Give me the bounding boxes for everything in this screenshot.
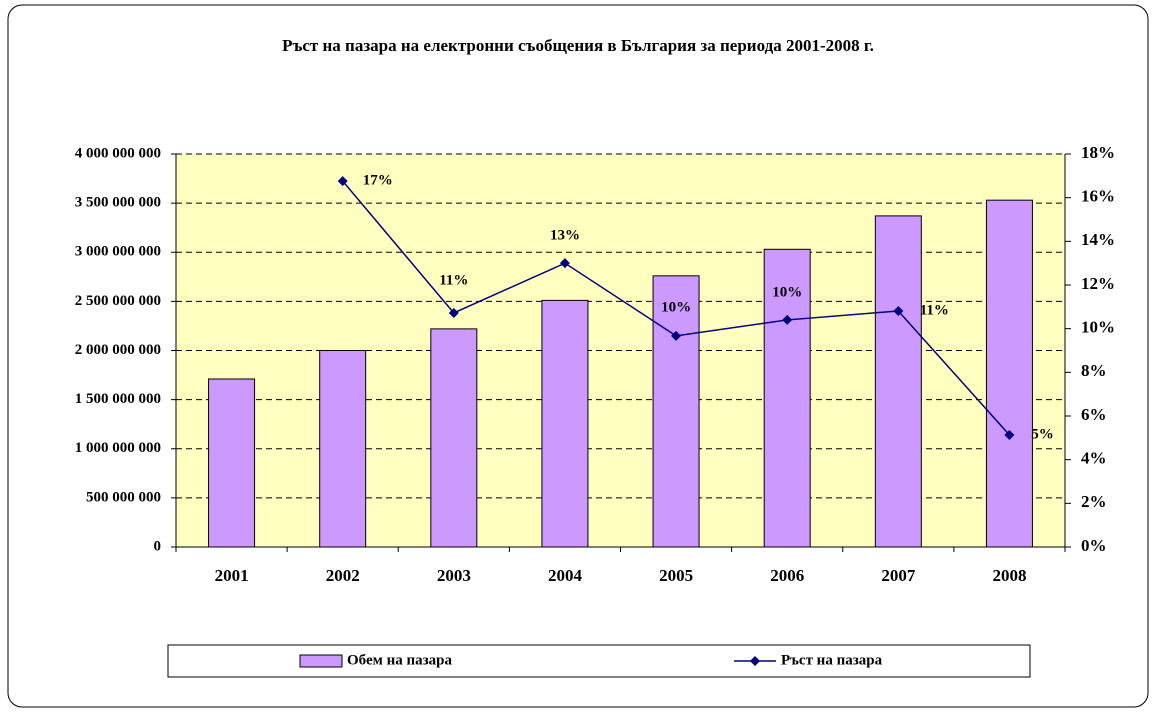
y-tick-label: 1 500 000 000 — [75, 391, 161, 407]
bar — [208, 378, 256, 548]
bar — [430, 328, 478, 548]
x-tick-label: 2003 — [437, 566, 471, 585]
data-label: 11% — [920, 302, 949, 318]
legend-marker — [750, 656, 760, 666]
chart-title: Ръст на пазара на електронни съобщения в… — [282, 36, 874, 55]
y-tick-label: 2 000 000 000 — [75, 342, 161, 358]
y2-tick-label: 4% — [1081, 449, 1107, 468]
bar — [541, 299, 589, 548]
line-marker — [1004, 429, 1015, 440]
data-label: 5% — [1031, 426, 1054, 442]
y2-tick-label: 8% — [1081, 361, 1107, 380]
bar — [874, 215, 922, 548]
legend-label: Обем на пазара — [347, 652, 453, 668]
x-tick-label: 2006 — [770, 566, 804, 585]
legend-swatch — [299, 654, 343, 668]
x-tick-label: 2005 — [659, 566, 693, 585]
data-label: 11% — [439, 272, 468, 288]
x-tick-label: 2008 — [992, 566, 1026, 585]
bar — [652, 275, 700, 548]
x-tick-label: 2001 — [215, 566, 249, 585]
line-marker — [448, 307, 459, 318]
y2-tick-label: 10% — [1081, 318, 1115, 337]
line-marker — [559, 258, 570, 269]
y-tick-label: 0 — [154, 538, 162, 554]
y2-tick-label: 16% — [1081, 187, 1115, 206]
line-marker — [337, 176, 348, 187]
x-tick-label: 2007 — [881, 566, 916, 585]
line-marker — [782, 314, 793, 325]
y-tick-label: 2 500 000 000 — [75, 293, 161, 309]
y-tick-label: 1 000 000 000 — [75, 440, 161, 456]
y2-tick-label: 6% — [1081, 405, 1107, 424]
y2-tick-label: 2% — [1081, 492, 1107, 511]
y2-tick-label: 14% — [1081, 230, 1115, 249]
data-label: 10% — [772, 284, 802, 300]
x-tick-label: 2002 — [326, 566, 360, 585]
line-marker — [671, 330, 682, 341]
y-tick-label: 4 000 000 000 — [75, 145, 161, 161]
x-tick-label: 2004 — [548, 566, 583, 585]
legend — [167, 644, 1031, 678]
y-tick-label: 3 500 000 000 — [75, 195, 161, 211]
data-label: 17% — [363, 173, 393, 189]
line-marker — [893, 305, 904, 316]
y2-tick-label: 18% — [1081, 143, 1115, 162]
data-label: 13% — [550, 228, 580, 244]
data-label: 10% — [661, 299, 691, 315]
legend-label: Ръст на пазара — [781, 652, 883, 668]
y-tick-label: 3 000 000 000 — [75, 244, 161, 260]
y-tick-label: 500 000 000 — [86, 489, 161, 505]
y2-tick-label: 0% — [1081, 536, 1107, 555]
bar — [985, 199, 1033, 548]
bar — [319, 350, 367, 548]
y2-tick-label: 12% — [1081, 274, 1115, 293]
